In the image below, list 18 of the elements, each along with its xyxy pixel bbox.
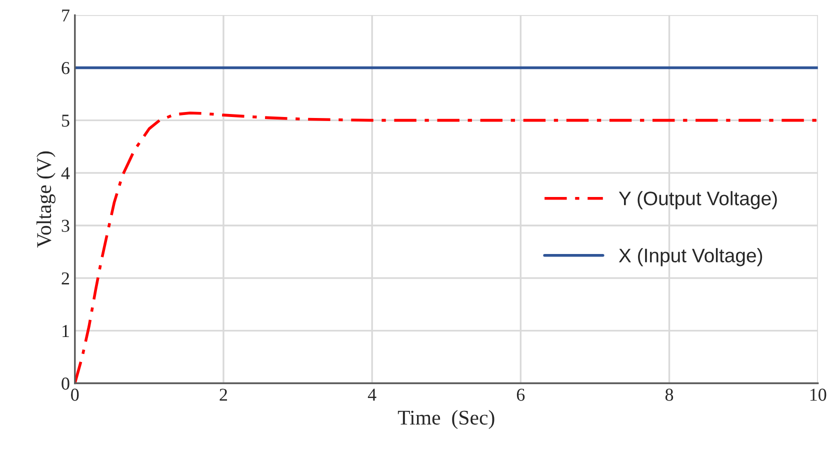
- y-tick-label: 0: [62, 378, 70, 390]
- y-axis-title: Voltage (V): [36, 151, 56, 248]
- legend-label: Y (Output Voltage): [618, 191, 777, 210]
- y-tick-label: 7: [62, 10, 70, 22]
- x-tick-label: 0: [71, 388, 79, 401]
- y-tick-label: 3: [62, 220, 70, 232]
- x-tick-label: 2: [220, 388, 227, 401]
- y-tick-label: 1: [62, 325, 69, 337]
- x-tick-label: 8: [665, 388, 674, 401]
- y-tick-label: 6: [62, 62, 70, 74]
- legend-label: X (Input Voltage): [618, 248, 762, 266]
- x-axis-title: Time (Sec): [398, 410, 494, 429]
- x-tick-label: 10: [810, 388, 826, 401]
- x-tick-label: 6: [516, 388, 525, 401]
- y-tick-label: 4: [61, 167, 70, 180]
- y-tick-label: 5: [62, 114, 70, 127]
- x-tick-label: 4: [368, 388, 376, 401]
- y-tick-label: 2: [62, 272, 70, 284]
